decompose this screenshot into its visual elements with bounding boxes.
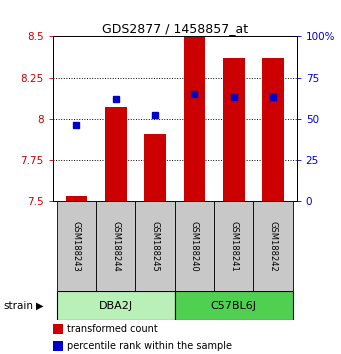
- Bar: [144, 133, 166, 201]
- Text: DBA2J: DBA2J: [99, 301, 133, 311]
- Bar: [53, 324, 63, 335]
- Text: transformed count: transformed count: [67, 324, 158, 334]
- Bar: [175, 291, 293, 320]
- Bar: [96, 201, 135, 291]
- Text: GSM188244: GSM188244: [111, 221, 120, 272]
- Text: GSM188242: GSM188242: [269, 221, 278, 272]
- Text: strain: strain: [3, 301, 33, 311]
- Bar: [65, 196, 87, 201]
- Bar: [175, 201, 214, 291]
- Bar: [223, 58, 244, 201]
- Text: GSM188243: GSM188243: [72, 221, 81, 272]
- Text: ▶: ▶: [36, 301, 43, 311]
- Bar: [57, 201, 96, 291]
- Bar: [214, 201, 253, 291]
- Bar: [135, 201, 175, 291]
- Bar: [57, 291, 175, 320]
- Text: GSM188240: GSM188240: [190, 221, 199, 272]
- Bar: [53, 341, 63, 351]
- Text: GSM188245: GSM188245: [151, 221, 160, 272]
- Text: percentile rank within the sample: percentile rank within the sample: [67, 341, 232, 351]
- Text: GSM188241: GSM188241: [229, 221, 238, 272]
- Bar: [105, 107, 127, 201]
- Bar: [253, 201, 293, 291]
- Title: GDS2877 / 1458857_at: GDS2877 / 1458857_at: [102, 22, 248, 35]
- Bar: [262, 58, 284, 201]
- Bar: [183, 36, 205, 201]
- Text: C57BL6J: C57BL6J: [211, 301, 257, 311]
